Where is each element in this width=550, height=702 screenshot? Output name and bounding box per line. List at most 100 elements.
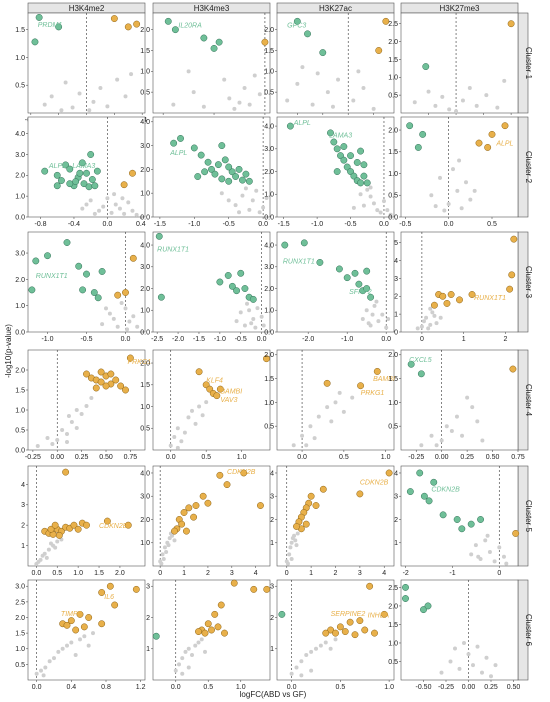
up-point [307, 492, 315, 500]
ns-point [125, 327, 130, 332]
down-point [215, 38, 223, 46]
gene-label: SERPINE2 [331, 611, 366, 618]
down-point [57, 177, 65, 184]
up-point [178, 520, 186, 528]
gene-label: CDKN2B [360, 480, 389, 487]
up-point [62, 468, 70, 476]
up-point [468, 291, 476, 298]
up-point [439, 292, 447, 300]
ns-point [424, 315, 429, 320]
down-point [402, 583, 409, 591]
ns-point [78, 637, 82, 642]
ns-point [91, 631, 95, 636]
ns-point [172, 434, 177, 439]
up-point [98, 589, 106, 596]
y-tick-label: 1.5 [15, 631, 25, 638]
panel-frame [276, 465, 395, 567]
y-tick-label: 4.0 [140, 119, 150, 126]
ns-point [314, 646, 318, 651]
x-tick-label: -1.5 [278, 221, 290, 228]
up-point [129, 254, 137, 262]
ns-point [111, 316, 116, 321]
up-point [256, 502, 264, 509]
ns-point [159, 561, 164, 566]
y-tick-label: 2.0 [15, 367, 25, 374]
down-point [41, 167, 49, 175]
ns-point [285, 561, 290, 566]
y-tick-label: 0.0 [15, 329, 25, 336]
up-point [447, 291, 455, 298]
ns-point [454, 109, 459, 114]
ns-point [86, 643, 91, 648]
ns-point [261, 323, 266, 328]
ns-point [329, 419, 334, 424]
ns-point [434, 321, 439, 326]
x-tick-label: 1 [309, 570, 313, 577]
row-strip-label: Cluster 4 [524, 384, 533, 417]
ns-point [469, 552, 474, 557]
down-point [347, 152, 354, 160]
ns-point [385, 208, 390, 213]
ns-point [48, 541, 53, 546]
x-tick-label: -2 [403, 570, 409, 577]
down-point [177, 134, 184, 142]
down-point [91, 182, 99, 190]
ns-point [300, 65, 305, 70]
up-point [221, 629, 228, 637]
y-tick-label: 2 [394, 517, 398, 524]
down-point [406, 122, 414, 130]
column-header: H3K27me3 [400, 2, 519, 14]
volcano-panel: -1.5 -1.0 -0.5 0.0 4.0 3.0 2.0 1.0 0.0 ALPL LAMA3 [264, 116, 395, 228]
down-point [85, 183, 93, 191]
y-tick-label: 1.0 [140, 404, 150, 411]
gene-label: IL6 [104, 594, 114, 601]
ns-point [465, 395, 470, 400]
up-point [293, 523, 300, 530]
down-point [241, 285, 249, 292]
x-tick-label: 0 [285, 570, 289, 577]
down-point [87, 151, 95, 158]
ns-point [41, 673, 46, 678]
ns-point [123, 306, 128, 311]
ns-point [247, 308, 252, 313]
ns-point [52, 656, 56, 661]
ns-point [107, 311, 112, 316]
ns-point [115, 324, 120, 329]
up-point [341, 628, 349, 636]
row-strip: Cluster 3 [517, 231, 533, 333]
ns-point [84, 404, 89, 408]
up-point [111, 601, 119, 609]
down-point [190, 144, 198, 152]
ns-point [361, 86, 366, 90]
y-tick-label: 4.0 [140, 242, 150, 249]
ns-point [261, 205, 266, 210]
ns-point [325, 90, 330, 95]
gene-label: LAMA3 [72, 163, 95, 170]
x-tick-label: -0.25 [408, 454, 424, 461]
volcano-panel: 0.0 0.5 1.0 1.5 2.0 4 3 2 1 CDKN2B [21, 465, 146, 577]
up-point [484, 143, 492, 151]
down-point [335, 265, 343, 273]
volcano-panel: -2.5 -2.0 -1.5 -1.0 -0.5 0.0 4.0 3.0 2.0 1.0 0.0 RU… [140, 231, 271, 343]
ns-point [42, 102, 47, 107]
up-point [332, 629, 339, 637]
panel-frame [400, 349, 519, 451]
ns-point [237, 210, 242, 215]
up-point [356, 490, 364, 498]
ns-point [289, 671, 294, 676]
up-point [380, 610, 388, 618]
down-point [83, 270, 90, 278]
up-point [214, 623, 222, 631]
up-point [506, 285, 514, 293]
gene-label: CDKN2B [227, 469, 256, 476]
down-point [343, 274, 351, 282]
panel-frame [276, 12, 395, 114]
ns-point [502, 78, 507, 83]
x-tick-label: 1.0 [381, 454, 391, 461]
down-point [351, 269, 359, 277]
ns-point [66, 414, 71, 418]
ns-point [350, 395, 355, 400]
y-tick-label: 0.5 [388, 193, 398, 200]
x-tick-label: 0.0 [297, 454, 307, 461]
